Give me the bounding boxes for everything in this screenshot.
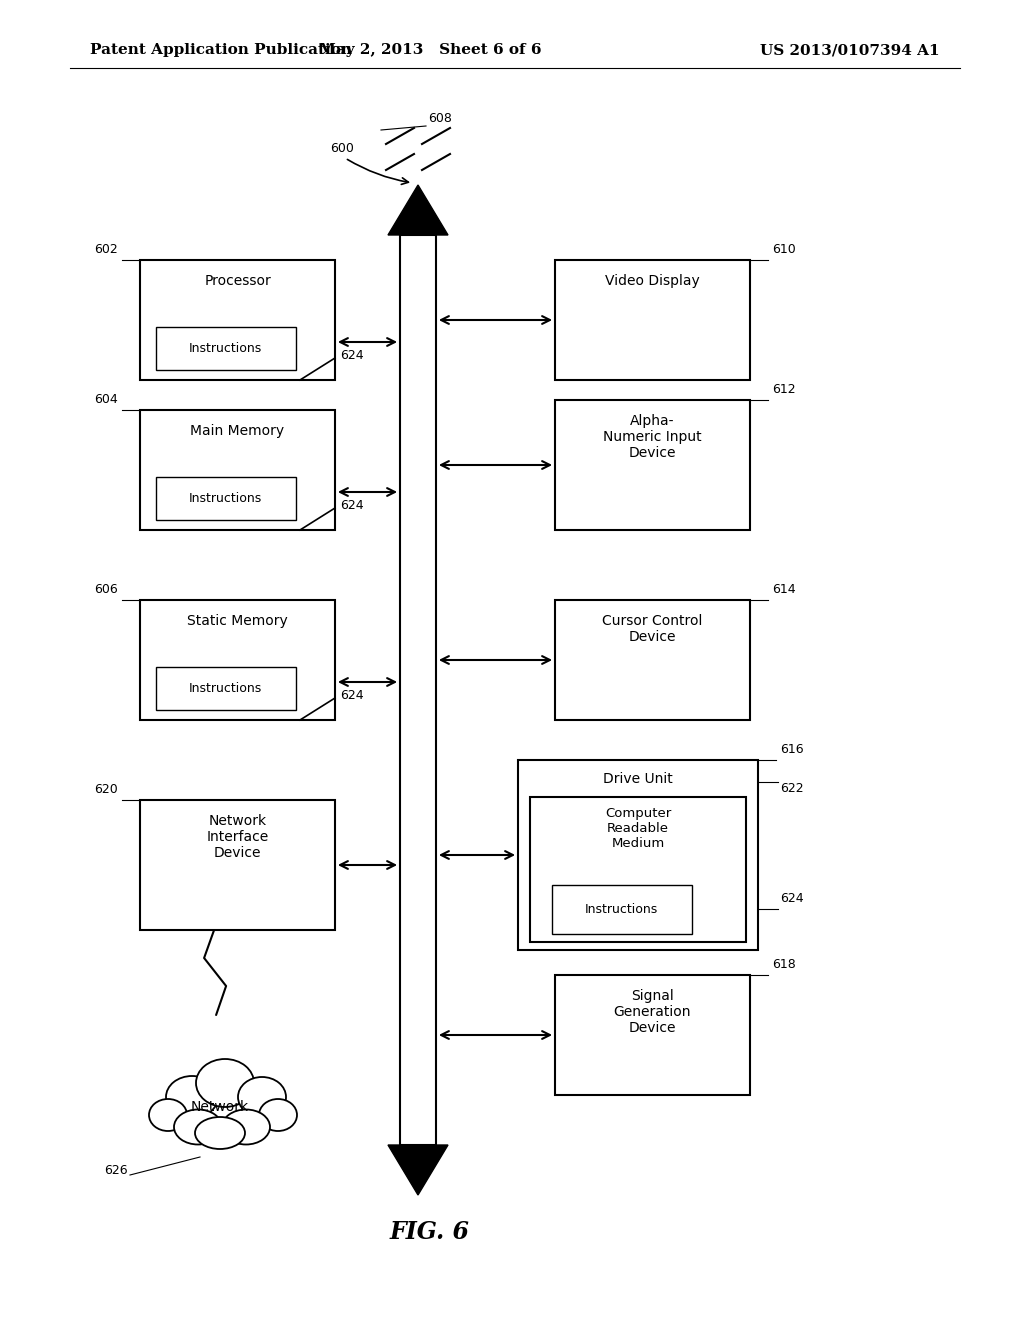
Text: Main Memory: Main Memory: [190, 424, 285, 438]
Ellipse shape: [259, 1100, 297, 1131]
Text: Static Memory: Static Memory: [187, 614, 288, 628]
Text: 610: 610: [772, 243, 796, 256]
Text: Network
Interface
Device: Network Interface Device: [207, 814, 268, 861]
Ellipse shape: [166, 1076, 218, 1118]
Bar: [140, 411, 335, 531]
Text: Instructions: Instructions: [189, 492, 262, 504]
Ellipse shape: [238, 1077, 286, 1117]
Bar: [156, 327, 296, 370]
Bar: [140, 260, 335, 380]
Ellipse shape: [222, 1110, 270, 1144]
Ellipse shape: [195, 1117, 245, 1148]
Polygon shape: [388, 185, 449, 235]
Bar: [140, 800, 335, 931]
Bar: [555, 975, 750, 1096]
Text: 624: 624: [780, 892, 804, 906]
Text: 614: 614: [772, 583, 796, 597]
Bar: [156, 477, 296, 520]
Bar: [555, 400, 750, 531]
Text: Instructions: Instructions: [189, 682, 262, 694]
Text: 608: 608: [428, 112, 452, 125]
Text: Patent Application Publication: Patent Application Publication: [90, 44, 352, 57]
Text: FIG. 6: FIG. 6: [390, 1220, 470, 1243]
Text: Network: Network: [190, 1100, 249, 1114]
Text: 624: 624: [340, 348, 364, 362]
Bar: [555, 601, 750, 719]
Bar: [140, 601, 335, 719]
Ellipse shape: [196, 1059, 254, 1107]
Bar: [156, 667, 296, 710]
Text: Computer
Readable
Medium: Computer Readable Medium: [605, 807, 671, 850]
Text: 600: 600: [330, 143, 354, 154]
Text: 624: 624: [340, 689, 364, 702]
Text: 618: 618: [772, 958, 796, 972]
Text: US 2013/0107394 A1: US 2013/0107394 A1: [761, 44, 940, 57]
Text: 626: 626: [104, 1164, 128, 1177]
Text: 620: 620: [94, 783, 118, 796]
Bar: [518, 760, 758, 950]
Text: Processor: Processor: [204, 275, 271, 288]
Ellipse shape: [174, 1110, 222, 1144]
Text: 624: 624: [340, 499, 364, 512]
Text: 606: 606: [94, 583, 118, 597]
Text: 612: 612: [772, 383, 796, 396]
Text: 616: 616: [780, 743, 804, 756]
Bar: [530, 797, 746, 942]
Bar: [555, 260, 750, 380]
Text: 622: 622: [780, 781, 804, 795]
Text: Video Display: Video Display: [605, 275, 699, 288]
Bar: [552, 884, 692, 935]
Text: Cursor Control
Device: Cursor Control Device: [602, 614, 702, 644]
Text: 604: 604: [94, 393, 118, 407]
Text: Drive Unit: Drive Unit: [603, 772, 673, 785]
Text: Instructions: Instructions: [585, 903, 658, 916]
Ellipse shape: [150, 1100, 187, 1131]
Polygon shape: [388, 1144, 449, 1195]
Text: Instructions: Instructions: [189, 342, 262, 355]
Text: Alpha-
Numeric Input
Device: Alpha- Numeric Input Device: [603, 414, 701, 461]
Bar: [400, 235, 436, 1144]
Text: May 2, 2013   Sheet 6 of 6: May 2, 2013 Sheet 6 of 6: [318, 44, 542, 57]
Text: 602: 602: [94, 243, 118, 256]
Text: Signal
Generation
Device: Signal Generation Device: [613, 989, 691, 1035]
